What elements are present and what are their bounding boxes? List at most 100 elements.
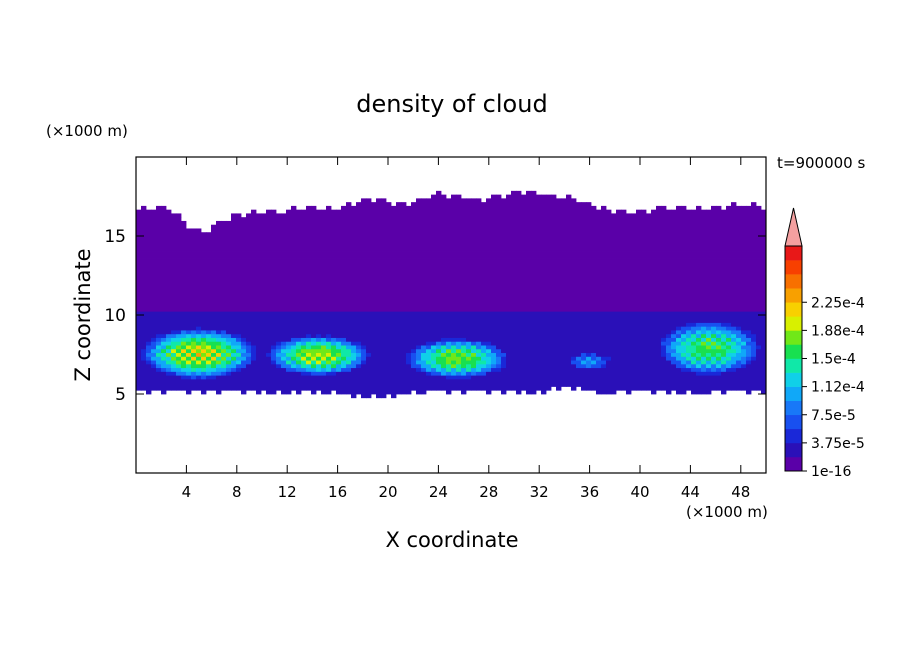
density-cell bbox=[416, 228, 422, 233]
density-cell bbox=[196, 356, 202, 361]
density-cell bbox=[371, 371, 377, 376]
density-cell bbox=[151, 363, 157, 369]
density-cell bbox=[566, 217, 572, 222]
density-cell bbox=[266, 326, 272, 331]
density-cell bbox=[436, 236, 442, 241]
density-cell bbox=[546, 269, 552, 275]
density-cell bbox=[586, 251, 592, 256]
density-cell bbox=[591, 337, 597, 342]
density-cell bbox=[581, 330, 587, 335]
density-cell bbox=[571, 258, 577, 263]
density-cell bbox=[186, 254, 192, 259]
density-cell bbox=[366, 228, 372, 233]
density-cell bbox=[206, 333, 212, 338]
density-cell bbox=[241, 239, 247, 244]
density-cell bbox=[166, 273, 172, 278]
density-cell bbox=[496, 363, 502, 369]
density-cell bbox=[166, 356, 172, 361]
density-cell bbox=[536, 337, 542, 342]
density-cell bbox=[626, 367, 632, 372]
density-cell bbox=[551, 345, 557, 350]
density-cell bbox=[226, 236, 232, 241]
density-cell bbox=[281, 363, 287, 369]
density-cell bbox=[276, 315, 282, 320]
density-cell bbox=[271, 318, 277, 323]
density-cell bbox=[146, 326, 152, 331]
density-cell bbox=[301, 345, 307, 350]
density-cell bbox=[486, 348, 492, 354]
density-cell bbox=[226, 296, 232, 301]
density-cell bbox=[141, 269, 147, 275]
density-cell bbox=[616, 209, 622, 214]
density-cell bbox=[266, 386, 272, 391]
density-cell bbox=[266, 322, 272, 327]
density-cell bbox=[581, 224, 587, 229]
density-cell bbox=[291, 333, 297, 338]
density-cell bbox=[281, 273, 287, 278]
density-cell bbox=[501, 341, 507, 346]
density-cell bbox=[461, 326, 467, 331]
density-cell bbox=[566, 198, 572, 203]
density-cell bbox=[386, 367, 392, 372]
density-cell bbox=[471, 284, 477, 290]
density-cell bbox=[226, 352, 232, 357]
density-cell bbox=[636, 315, 642, 320]
density-cell bbox=[346, 273, 352, 278]
density-cell bbox=[221, 292, 227, 297]
density-cell bbox=[186, 251, 192, 256]
density-cell bbox=[406, 292, 412, 297]
density-cell bbox=[426, 303, 432, 308]
density-cell bbox=[291, 311, 297, 316]
density-cell bbox=[636, 352, 642, 357]
density-cell bbox=[431, 363, 437, 369]
density-cell bbox=[616, 318, 622, 323]
density-cell bbox=[241, 341, 247, 346]
density-cell bbox=[391, 299, 397, 305]
density-cell bbox=[336, 243, 342, 248]
density-cell bbox=[231, 217, 237, 222]
density-cell bbox=[341, 224, 347, 229]
density-cell bbox=[426, 326, 432, 331]
density-cell bbox=[401, 232, 407, 237]
density-cell bbox=[511, 375, 517, 380]
density-cell bbox=[531, 224, 537, 229]
density-cell bbox=[626, 315, 632, 320]
density-cell bbox=[396, 318, 402, 323]
density-cell bbox=[366, 239, 372, 244]
density-cell bbox=[601, 375, 607, 380]
density-cell bbox=[196, 333, 202, 338]
density-cell bbox=[381, 333, 387, 338]
density-cell bbox=[221, 311, 227, 316]
density-cell bbox=[476, 337, 482, 342]
density-cell bbox=[481, 205, 487, 211]
density-cell bbox=[361, 254, 367, 259]
density-cell bbox=[276, 363, 282, 369]
density-cell bbox=[611, 367, 617, 372]
density-cell bbox=[161, 299, 167, 305]
density-cell bbox=[456, 337, 462, 342]
density-cell bbox=[286, 367, 292, 372]
density-cell bbox=[356, 382, 362, 387]
density-cell bbox=[161, 390, 167, 395]
density-cell bbox=[556, 281, 562, 286]
density-cell bbox=[461, 266, 467, 271]
density-cell bbox=[521, 330, 527, 335]
density-cell bbox=[486, 232, 492, 237]
density-cell bbox=[461, 254, 467, 259]
density-cell bbox=[256, 303, 262, 308]
density-cell bbox=[301, 220, 307, 226]
density-cell bbox=[596, 254, 602, 259]
density-cell bbox=[556, 315, 562, 320]
density-cell bbox=[481, 360, 487, 365]
density-cell bbox=[156, 217, 162, 222]
density-cell bbox=[471, 378, 477, 384]
density-cell bbox=[296, 220, 302, 226]
density-cell bbox=[451, 236, 457, 241]
density-cell bbox=[236, 322, 242, 327]
density-cell bbox=[256, 228, 262, 233]
density-cell bbox=[161, 228, 167, 233]
density-cell bbox=[516, 202, 522, 207]
density-cell bbox=[601, 239, 607, 244]
density-cell bbox=[211, 382, 217, 387]
density-cell bbox=[401, 390, 407, 395]
